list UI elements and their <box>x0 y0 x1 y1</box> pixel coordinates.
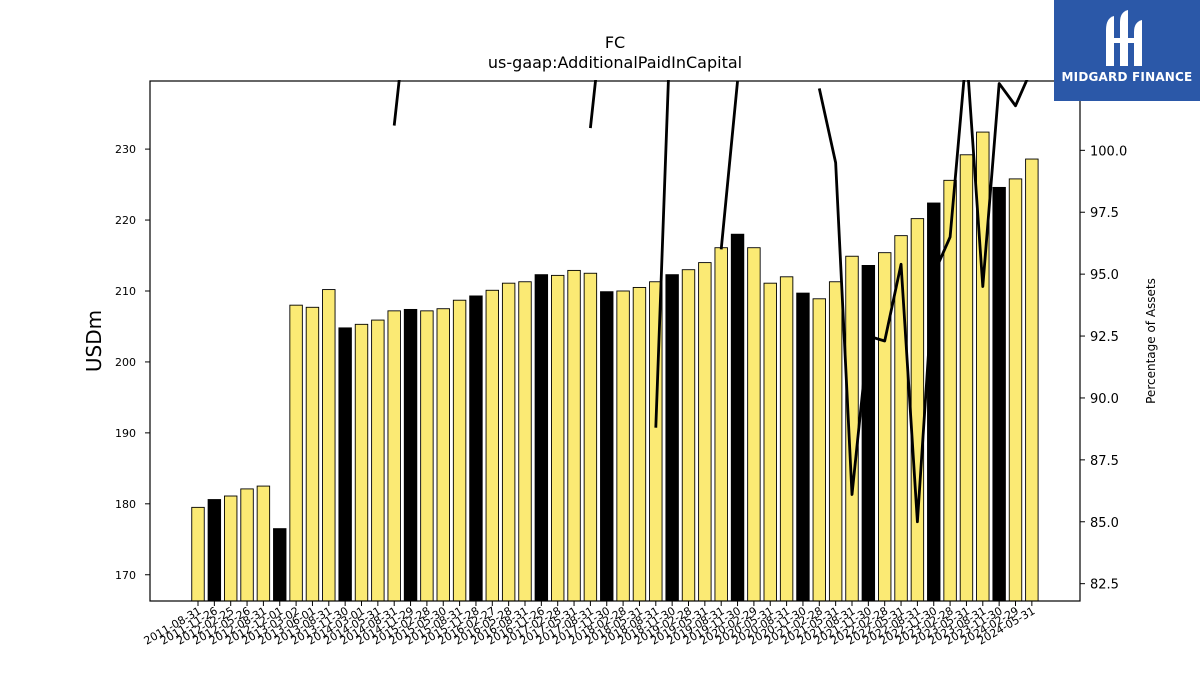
bar <box>485 289 499 602</box>
y2-tick-label: 95.0 <box>1090 268 1119 283</box>
y-tick-label: 190 <box>115 427 136 440</box>
bar <box>698 262 712 602</box>
bar <box>305 306 320 602</box>
y2-tick-label: 82.5 <box>1090 578 1119 593</box>
bar <box>436 308 450 602</box>
bar <box>371 319 385 602</box>
chart-subtitle: us-gaap:AdditionalPaidInCapital <box>488 53 742 72</box>
bar <box>223 495 238 602</box>
bar <box>600 291 614 602</box>
bar <box>910 218 925 602</box>
bar <box>992 186 1006 602</box>
y-axis-label: USDm <box>82 310 106 372</box>
line-path <box>392 80 1029 524</box>
y2-tick-label: 85.0 <box>1090 516 1119 531</box>
bar <box>583 272 598 602</box>
bar <box>501 282 516 602</box>
y-tick-label: 230 <box>115 143 136 156</box>
bar <box>861 265 876 602</box>
bar <box>322 289 336 602</box>
logo-text: MIDGARD FINANCE <box>1061 70 1193 84</box>
bar <box>681 269 696 602</box>
bar <box>338 327 352 602</box>
bar <box>518 281 532 602</box>
y-tick-label: 210 <box>115 285 136 298</box>
bar <box>779 276 794 602</box>
y-tick-label: 220 <box>115 214 136 227</box>
bar-series <box>191 131 1039 602</box>
brand-logo: MIDGARD FINANCE <box>1054 0 1200 101</box>
y2-tick-label: 100.0 <box>1090 144 1127 159</box>
y2-axis-label: Percentage of Assets <box>1144 278 1158 404</box>
x-axis: 2011-08-312011-11-262012-02-252012-05-26… <box>142 601 1037 648</box>
bar <box>747 247 761 602</box>
bar <box>812 298 826 602</box>
bar <box>534 274 549 602</box>
logo-mark-icon <box>1106 10 1142 66</box>
y-tick-label: 180 <box>115 498 136 511</box>
bar <box>256 485 271 602</box>
bar <box>828 281 843 602</box>
bar <box>763 282 777 602</box>
bar <box>714 247 728 602</box>
bar <box>976 131 990 602</box>
chart-title: FC <box>605 33 625 52</box>
y2-tick-label: 97.5 <box>1090 206 1119 221</box>
bar <box>273 528 287 602</box>
y2-tick-label: 87.5 <box>1090 454 1119 469</box>
bar <box>469 295 483 602</box>
bar <box>730 233 745 602</box>
bar <box>354 323 369 602</box>
y-axis-left: 170 180 190 200 210 220 230 <box>115 143 150 582</box>
line-series <box>392 80 1029 524</box>
bar <box>943 179 957 602</box>
bar <box>452 299 467 602</box>
bar <box>420 310 434 602</box>
bar <box>403 308 418 602</box>
bar <box>387 310 401 602</box>
y-tick-label: 170 <box>115 569 136 582</box>
bar <box>796 292 810 602</box>
bar <box>632 286 647 602</box>
y2-tick-label: 92.5 <box>1090 330 1119 345</box>
bar <box>289 304 303 602</box>
bar <box>1025 158 1039 602</box>
bar <box>191 506 205 602</box>
bar <box>567 269 581 602</box>
bar <box>878 252 892 602</box>
bar <box>665 274 679 602</box>
plot-frame <box>149 80 1081 602</box>
bar <box>616 290 630 602</box>
bar <box>207 499 222 602</box>
bar <box>240 488 254 602</box>
y-tick-label: 200 <box>115 356 136 369</box>
bar <box>1008 178 1023 602</box>
bar <box>959 154 974 602</box>
y2-tick-label: 90.0 <box>1090 392 1119 407</box>
bar <box>551 274 565 602</box>
